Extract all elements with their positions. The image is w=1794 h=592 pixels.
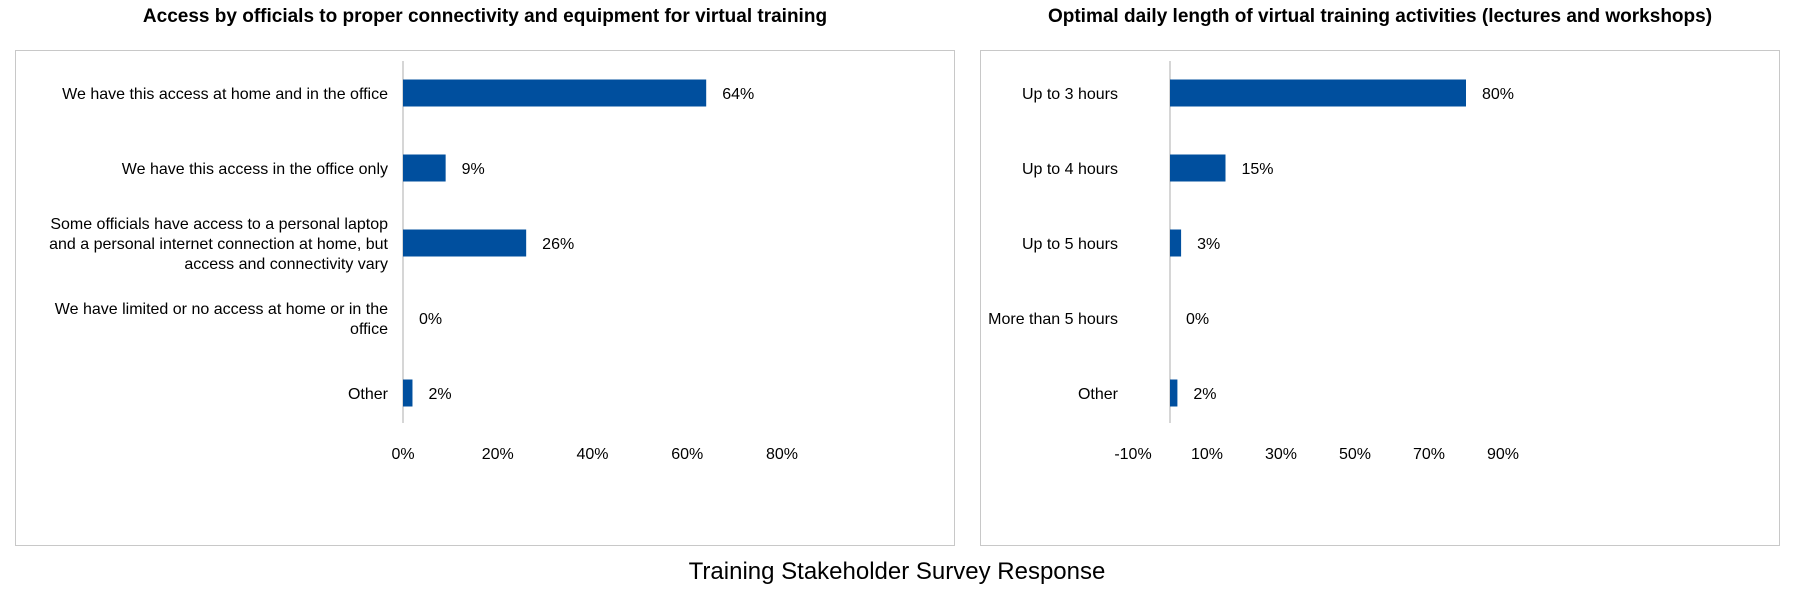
chart-1-value-label-5: 2% (428, 386, 451, 403)
chart-2-bar-2 (1170, 154, 1226, 182)
chart-1-tick-label-3: 40% (576, 446, 608, 463)
chart-1-bar-5 (403, 379, 413, 407)
chart-2-tick-label-4: 50% (1339, 446, 1371, 463)
chart-2-value-label-5: 2% (1193, 386, 1216, 403)
chart-1-tick-label-2: 20% (482, 446, 514, 463)
chart-1-bar-3 (403, 229, 527, 257)
chart-2-category-label-1: Up to 3 hours (1022, 86, 1118, 103)
chart-2-tick-label-5: 70% (1413, 446, 1445, 463)
chart-1-tick-label-5: 80% (766, 446, 798, 463)
chart-1-category-label-2: We have this access in the office only (122, 161, 388, 178)
chart-1-tick-label-4: 60% (671, 446, 703, 463)
chart-1-category-label-4: We have limited or no access at home or … (55, 301, 388, 338)
chart-2-tick-label-1: -10% (1114, 446, 1151, 463)
chart-1-category-label-3: Some officials have access to a personal… (49, 216, 388, 273)
chart-2-tick-label-2: 10% (1191, 446, 1223, 463)
chart-2-bar-5 (1170, 379, 1178, 407)
chart-2-category-label-3: Up to 5 hours (1022, 236, 1118, 253)
chart-1-value-label-4: 0% (419, 311, 442, 328)
chart-2-svg: 80% Up to 3 hours 15% Up to 4 hours 3% Up to … (988, 61, 1519, 463)
chart-2-panel: 80% Up to 3 hours 15% Up to 4 hours 3% Up to … (980, 50, 1780, 546)
chart-1-category-label-5: Other (348, 386, 389, 403)
chart-1-panel: 64% We have this access at home and in th… (15, 50, 955, 546)
chart-2-value-label-3: 3% (1197, 236, 1220, 253)
chart-1-title: Access by officials to proper connectivi… (142, 6, 828, 27)
chart-1-value-label-1: 64% (722, 86, 754, 103)
chart-1-category-label-1: We have this access at home and in the o… (62, 86, 388, 103)
chart-2-tick-label-6: 90% (1487, 446, 1519, 463)
figure-caption: Training Stakeholder Survey Response (688, 558, 1106, 585)
chart-2-bar-3 (1170, 229, 1182, 257)
chart-2-value-label-2: 15% (1242, 161, 1274, 178)
chart-2-category-label-4: More than 5 hours (988, 311, 1118, 328)
chart-2-value-label-1: 80% (1482, 86, 1514, 103)
chart-1-value-label-2: 9% (462, 161, 485, 178)
chart-1-bar-1 (403, 79, 707, 107)
chart-1-bar-2 (403, 154, 446, 182)
chart-2-tick-label-3: 30% (1265, 446, 1297, 463)
chart-2-title: Optimal daily length of virtual training… (1047, 6, 1713, 27)
chart-1-tick-label-1: 0% (391, 446, 414, 463)
chart-2-bar-1 (1170, 79, 1466, 107)
chart-2-category-label-2: Up to 4 hours (1022, 161, 1118, 178)
chart-1-svg: 64% We have this access at home and in th… (49, 61, 798, 463)
chart-2-category-label-5: Other (1078, 386, 1119, 403)
chart-2-value-label-4: 0% (1186, 311, 1209, 328)
chart-1-value-label-3: 26% (542, 236, 574, 253)
